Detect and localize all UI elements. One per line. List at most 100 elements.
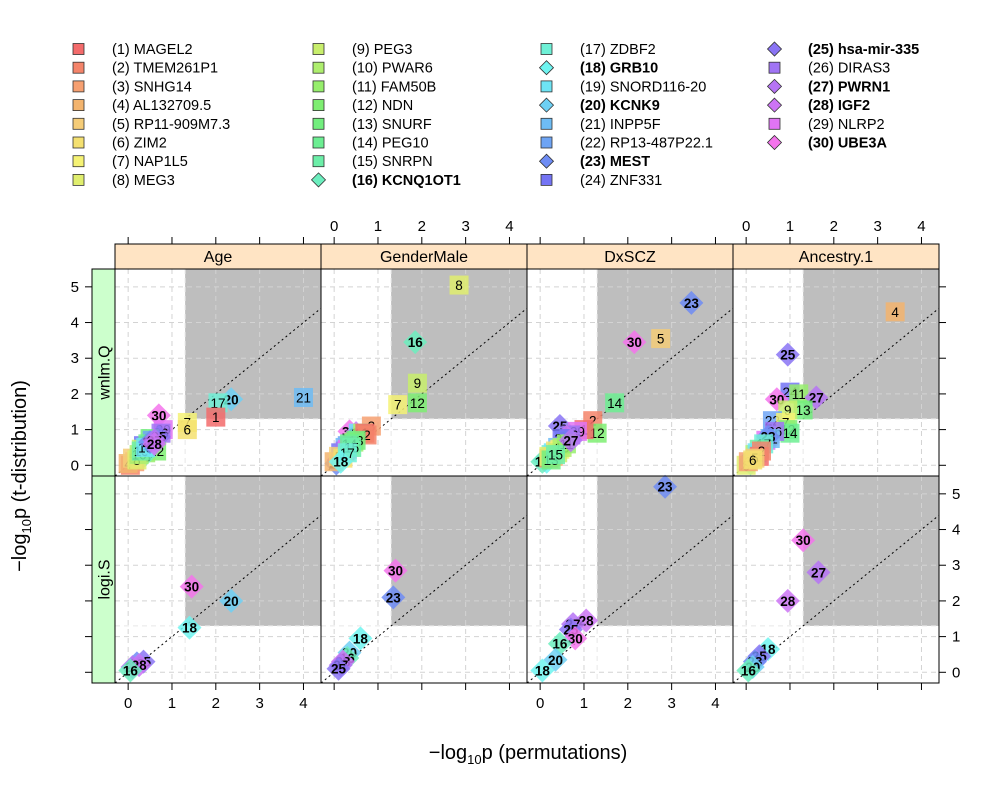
point-diamond xyxy=(326,656,351,681)
point-diamond xyxy=(530,658,555,683)
legend-label: (13) SNURF xyxy=(352,117,432,133)
y-tick-label: 1 xyxy=(71,422,79,439)
panel-points: 2328272530162018 xyxy=(530,474,678,683)
point-label: 14 xyxy=(607,396,623,411)
x-tick-label: 2 xyxy=(418,218,426,235)
legend-label: (7) NAP1L5 xyxy=(112,154,188,170)
legend-square-symbol xyxy=(540,117,553,130)
point-label: 5 xyxy=(657,332,665,347)
point-label: 30 xyxy=(796,533,811,548)
column-strip-label: DxSCZ xyxy=(604,249,656,266)
point-diamond xyxy=(622,330,647,355)
point-label: 27 xyxy=(563,433,578,448)
point-label: 18 xyxy=(353,631,369,646)
column-strip-label: Age xyxy=(204,249,233,266)
point-diamond xyxy=(383,558,408,583)
panel-points: 3027281825232016 xyxy=(736,528,831,683)
point-label: 25 xyxy=(331,662,347,677)
data-point: 16 xyxy=(403,330,428,355)
identity-line xyxy=(320,514,528,684)
legend-label: (2) TMEM261P1 xyxy=(112,61,218,77)
panel-points: 8169127330281910121113222124232725202629… xyxy=(324,275,469,476)
legend-entry: (13) SNURF xyxy=(312,117,432,133)
legend-diamond-symbol xyxy=(766,97,783,113)
data-point: 9 xyxy=(407,373,427,393)
legend-entry: (10) PWAR6 xyxy=(312,61,433,77)
panel-points: 4252411273013922712142628292123171510161… xyxy=(736,302,905,476)
legend-label: (29) NLRP2 xyxy=(808,117,885,133)
point-label: 23 xyxy=(658,480,674,495)
legend-square-symbol xyxy=(72,155,85,168)
legend-square-symbol xyxy=(540,80,553,93)
legend-label: (1) MAGEL2 xyxy=(112,42,193,58)
point-label: 21 xyxy=(296,390,311,405)
data-point: 28 xyxy=(775,588,800,613)
point-diamond xyxy=(177,615,202,640)
x-tick-label: 4 xyxy=(299,695,307,712)
legend-label: (19) SNORD116-20 xyxy=(580,79,706,95)
point-diamond xyxy=(679,290,704,315)
point-diamond xyxy=(219,588,244,613)
data-point: 25 xyxy=(326,656,351,681)
point-diamond xyxy=(775,342,800,367)
legend-square-symbol xyxy=(312,80,325,93)
legend-entry: (3) SNHG14 xyxy=(72,79,192,95)
legend-entry: (21) INPP5F xyxy=(540,117,661,133)
data-point: 11 xyxy=(789,384,809,404)
point-label: 28 xyxy=(780,594,796,609)
legend-entry: (27) PWRN1 xyxy=(766,78,890,95)
data-point: 1 xyxy=(206,407,226,427)
point-label: 27 xyxy=(811,565,826,580)
point-label: 8 xyxy=(455,278,463,293)
point-diamond xyxy=(403,330,428,355)
x-tick-label: 1 xyxy=(374,218,382,235)
data-point: 27 xyxy=(558,428,583,453)
legend-label: (25) hsa-mir-335 xyxy=(808,42,919,58)
data-point: 6 xyxy=(177,420,197,440)
legend-label: (12) NDN xyxy=(352,98,413,114)
point-diamond xyxy=(791,528,816,553)
data-point: 20 xyxy=(219,588,244,613)
point-label: 30 xyxy=(151,408,166,423)
panel-points: 3023182016282725 xyxy=(326,558,408,681)
point-label: 6 xyxy=(749,453,757,468)
legend-label: (22) RP13-487P22.1 xyxy=(580,136,713,152)
legend-square-symbol xyxy=(312,43,325,55)
data-point: 23 xyxy=(679,290,704,315)
x-tick-label: 0 xyxy=(742,218,750,235)
point-square xyxy=(545,445,565,465)
y-tick-label: 4 xyxy=(71,315,79,332)
point-diamond xyxy=(348,626,373,651)
point-label: 13 xyxy=(796,403,811,418)
point-label: 16 xyxy=(552,637,568,652)
point-label: 12 xyxy=(410,396,425,411)
point-diamond xyxy=(736,658,761,683)
point-label: 14 xyxy=(782,426,798,441)
point-label: 18 xyxy=(535,664,551,679)
legend-square-symbol xyxy=(72,99,85,111)
legend-label: (11) FAM50B xyxy=(352,79,436,95)
point-diamond xyxy=(179,574,204,599)
legend-entry: (11) FAM50B xyxy=(312,79,436,95)
legend-label: (14) PEG10 xyxy=(352,136,429,152)
column-strip xyxy=(732,243,940,270)
point-label: 18 xyxy=(333,455,349,470)
identity-line xyxy=(114,307,322,477)
data-point: 13 xyxy=(793,400,813,420)
legend-label: (30) UBE3A xyxy=(808,136,887,152)
data-point: 16 xyxy=(118,658,143,683)
panel-points: 2353014225121292628222421182016171934678… xyxy=(530,290,704,474)
legend-entry: (28) IGF2 xyxy=(766,97,870,114)
point-label: 16 xyxy=(408,335,424,350)
significance-region xyxy=(803,476,939,626)
legend-label: (26) DIRAS3 xyxy=(808,61,890,77)
legend-square-symbol xyxy=(540,136,553,149)
point-diamond xyxy=(775,588,800,613)
panel xyxy=(320,269,528,477)
data-point: 17 xyxy=(208,393,228,413)
row-strip-label: logi.S xyxy=(97,559,114,599)
identity-line xyxy=(732,514,940,684)
legend-entry: (6) ZIM2 xyxy=(72,136,167,152)
data-point: 18 xyxy=(328,449,353,474)
legend-entry: (16) KCNQ1OT1 xyxy=(310,172,461,189)
